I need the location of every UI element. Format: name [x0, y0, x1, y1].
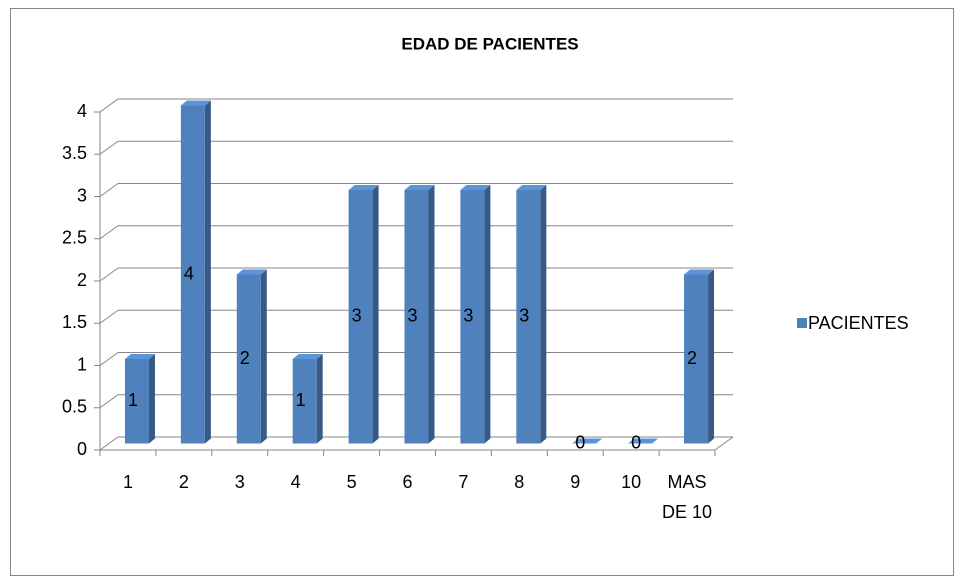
grid-line-side — [99, 267, 119, 282]
grid-line-side — [99, 394, 119, 409]
bar-side — [372, 185, 379, 444]
data-label: 4 — [184, 263, 194, 283]
grid-line-side — [99, 309, 119, 324]
x-tick-label: 10 — [621, 472, 642, 492]
chart-frame — [10, 8, 954, 576]
bar — [404, 190, 429, 444]
bar-side — [260, 269, 267, 444]
bar — [124, 359, 149, 444]
y-tick-label: 0.5 — [62, 397, 87, 417]
grid-line-side — [99, 98, 119, 113]
bar-top — [124, 354, 155, 359]
bar — [684, 274, 709, 444]
bar-top — [236, 269, 267, 275]
bar-side — [428, 185, 435, 444]
grid-line-side — [99, 436, 119, 451]
bar-side — [540, 185, 547, 444]
y-tick-label: 3.5 — [62, 143, 87, 163]
bar-top — [180, 100, 211, 106]
bar — [516, 190, 541, 444]
x-tick-label: 3 — [234, 472, 245, 492]
grid-line-side — [99, 352, 119, 366]
grid-line-side — [99, 183, 119, 197]
x-tick-label: 2 — [178, 472, 189, 492]
x-tick-label: 4 — [290, 472, 301, 492]
bar-top — [628, 438, 659, 444]
floor-right — [714, 436, 734, 451]
x-tick-label: 5 — [346, 472, 357, 492]
data-label: 0 — [631, 432, 641, 452]
x-tick-label: 1 — [122, 472, 133, 492]
y-tick-label: 1.5 — [62, 312, 87, 332]
y-tick-label: 2 — [77, 270, 87, 290]
bar — [180, 105, 205, 444]
data-label: 3 — [463, 306, 473, 326]
bar-side — [204, 100, 211, 444]
x-tick-label: MAS DE 10 — [662, 472, 713, 522]
bar-top — [684, 269, 715, 275]
x-tick-label: 8 — [514, 472, 525, 492]
bar — [460, 190, 485, 444]
bar — [236, 274, 261, 444]
bar-side — [316, 354, 323, 444]
bar-top — [572, 438, 603, 444]
bar — [348, 190, 373, 444]
x-tick-label: 9 — [570, 472, 581, 492]
x-tick-label: 6 — [402, 472, 413, 492]
bar-side — [484, 185, 491, 444]
bar-top — [404, 185, 435, 190]
y-tick-label: 3 — [77, 185, 87, 205]
grid-line-side — [99, 140, 119, 155]
data-label: 1 — [128, 390, 138, 410]
legend-swatch — [797, 318, 807, 328]
bar-top — [292, 354, 323, 359]
x-tick-label: 7 — [458, 472, 469, 492]
y-tick-label: 4 — [77, 101, 87, 121]
data-label: 3 — [407, 306, 417, 326]
bar-top — [460, 185, 491, 190]
grid-line-side — [99, 225, 119, 240]
data-label: 1 — [296, 390, 306, 410]
bar-side — [708, 269, 715, 444]
bar-top — [516, 185, 547, 190]
legend-label: PACIENTES — [808, 313, 909, 333]
bar-side — [148, 354, 155, 444]
y-tick-label: 1 — [77, 354, 87, 374]
bar — [292, 359, 317, 444]
y-tick-label: 0 — [77, 439, 87, 459]
data-label: 0 — [575, 432, 585, 452]
data-label: 3 — [519, 306, 529, 326]
data-label: 2 — [687, 348, 697, 368]
data-label: 2 — [240, 348, 250, 368]
bar-top — [348, 185, 379, 190]
data-label: 3 — [352, 306, 362, 326]
chart-title: EDAD DE PACIENTES — [401, 34, 578, 53]
y-tick-label: 2.5 — [62, 228, 87, 248]
